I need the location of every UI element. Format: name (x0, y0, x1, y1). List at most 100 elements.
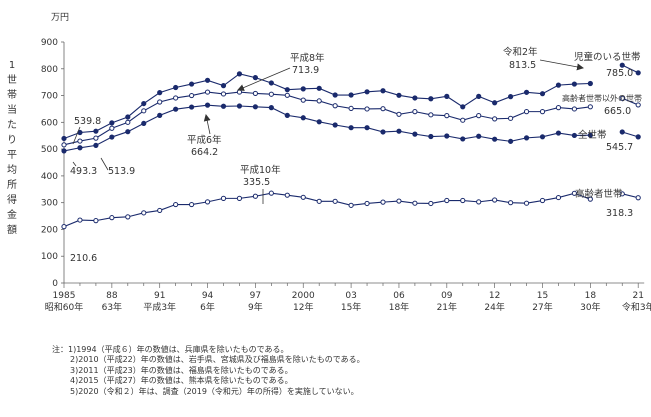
data-point (204, 89, 211, 95)
data-point (268, 80, 274, 86)
series-line (63, 192, 591, 228)
data-point (189, 201, 195, 208)
annotation-child-end: 785.0 (606, 68, 633, 79)
x-tick-label-era: 18年 (389, 301, 409, 313)
data-point (141, 100, 147, 107)
x-tick-label-year: 15 (537, 291, 548, 301)
data-point (476, 199, 482, 205)
data-point (508, 94, 514, 100)
data-point (109, 134, 115, 140)
data-point (93, 135, 99, 141)
data-point (316, 85, 322, 91)
annotation-all-start: 493.3 (70, 166, 97, 177)
annotation-heisei10-value: 335.5 (243, 177, 270, 188)
data-point (332, 122, 338, 128)
x-tick-label-era: 24年 (484, 301, 504, 313)
data-point (189, 104, 195, 110)
data-point (428, 96, 434, 102)
data-point (284, 112, 290, 118)
data-point (284, 87, 290, 93)
data-point (460, 197, 466, 204)
data-point (93, 218, 99, 224)
data-point (460, 136, 466, 142)
data-point (236, 89, 243, 95)
x-tick-label-era: 27年 (532, 301, 552, 313)
data-point (587, 104, 593, 110)
label-elderly-households: 高齢者世帯 (575, 188, 623, 200)
data-point (332, 92, 338, 98)
data-point (364, 106, 370, 112)
x-tick-label-era: 9年 (248, 301, 263, 313)
footnote-5: 5)2020（令和２）年は、調査（2019（令和元）年の所得）を実施していない。 (70, 386, 359, 396)
y-axis-label-char: 帯 (7, 88, 17, 101)
data-point (396, 198, 402, 204)
data-point (93, 128, 99, 134)
pointer-all-1987 (100, 157, 109, 171)
x-tick-label-era: 12年 (293, 301, 313, 313)
annotations: 児童のいる世帯 高齢者世帯以外の世帯 全世帯 高齢者世帯 平成8年 713.9 … (70, 46, 642, 264)
annotation-child-start: 539.8 (74, 116, 101, 127)
y-tick-label: 800 (41, 65, 58, 75)
data-point (77, 217, 83, 223)
x-tick-label-era: 21年 (437, 301, 457, 313)
data-point (619, 95, 625, 101)
data-point (268, 91, 274, 97)
data-point (460, 117, 466, 123)
x-tick-label-era: 6年 (200, 301, 215, 313)
data-point (109, 215, 115, 221)
data-point (492, 136, 498, 142)
data-point (444, 197, 450, 204)
data-point (587, 80, 593, 87)
series-3 (61, 190, 641, 230)
data-point (348, 202, 354, 208)
data-point (141, 108, 147, 114)
y-tick-label: 700 (41, 92, 58, 102)
data-point (141, 210, 147, 216)
data-point (523, 200, 530, 206)
annotation-heisei6-label: 平成6年 (187, 134, 222, 146)
data-point (412, 131, 418, 137)
data-point (77, 138, 83, 144)
data-point (508, 115, 514, 121)
pointer-all-start (72, 161, 77, 167)
data-point (332, 103, 338, 109)
data-point (476, 133, 482, 139)
data-point (460, 104, 466, 110)
x-tick-label-era: 平成3年 (143, 301, 176, 313)
data-point (555, 105, 562, 111)
y-tick-label: 300 (41, 199, 58, 209)
data-point (428, 133, 434, 140)
data-point (125, 214, 131, 220)
data-point (220, 91, 227, 97)
data-point (125, 114, 131, 120)
y-axis-label-char: 金 (7, 208, 17, 221)
footnote-1: 注：1)1994（平成６）年の数値は、兵庫県を除いたものである。 (52, 345, 289, 354)
data-point (236, 103, 243, 109)
x-tick-label-year: 88 (106, 291, 118, 301)
data-point (364, 89, 370, 95)
data-point (348, 125, 354, 131)
label-non-elderly-households: 高齢者世帯以外の世帯 (562, 93, 642, 103)
annotation-heisei8-value: 713.9 (292, 65, 319, 76)
series-line (63, 73, 591, 139)
x-tick-label-era: 63年 (102, 301, 122, 313)
data-point (635, 102, 641, 108)
x-tick-label-era: 昭和60年 (45, 301, 83, 313)
data-point (157, 99, 163, 105)
x-tick-label-year: 21 (632, 291, 643, 301)
data-point (396, 92, 402, 98)
data-point (157, 112, 163, 118)
data-point (252, 75, 258, 81)
data-point (61, 135, 67, 142)
data-point (444, 93, 450, 99)
annotation-all-1987: 513.9 (108, 166, 135, 177)
data-point (189, 81, 195, 87)
x-tick-label-year: 1985 (53, 291, 76, 301)
data-point (77, 145, 83, 151)
data-point (555, 82, 562, 88)
series-lines (61, 62, 641, 230)
data-point (284, 192, 290, 198)
x-tick-label-era: 15年 (341, 301, 361, 313)
data-point (300, 86, 306, 92)
footnote-4: 4)2015（平成27）年の数値は、熊本県を除いたものである。 (70, 376, 293, 386)
